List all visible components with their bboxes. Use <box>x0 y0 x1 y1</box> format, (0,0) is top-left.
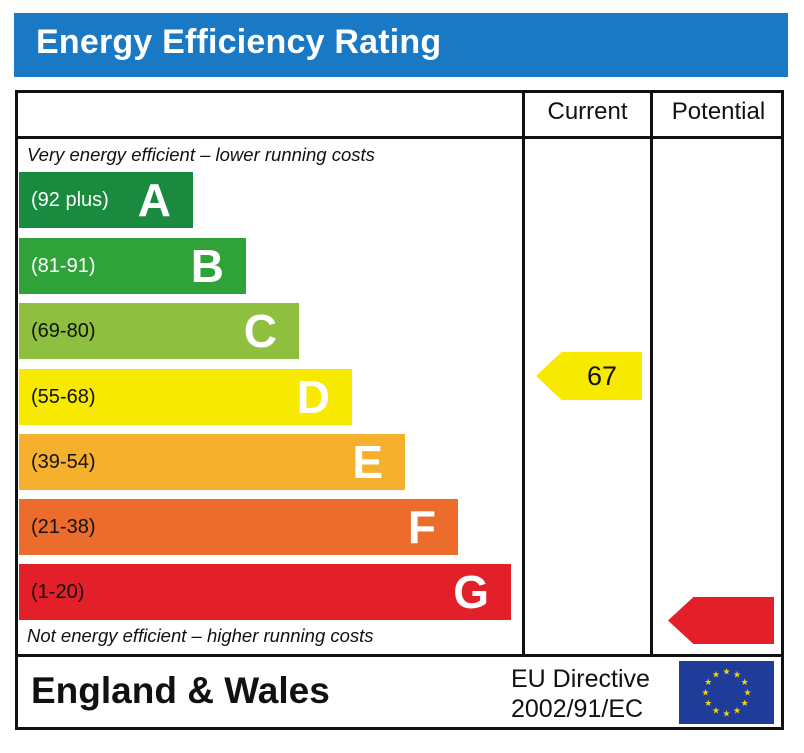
footer-rule <box>15 654 784 657</box>
rating-frame <box>15 90 784 730</box>
rating-band-a: (92 plus) A <box>19 172 193 228</box>
divider-potential <box>650 90 653 656</box>
directive-line-2: 2002/91/EC <box>511 695 644 723</box>
directive-line-1: EU Directive <box>511 665 650 693</box>
header-rule <box>15 136 784 139</box>
eu-star-icon: ★ <box>741 699 749 709</box>
band-letter: G <box>453 566 489 618</box>
caption-bottom: Not energy efficient – higher running co… <box>27 625 374 646</box>
rating-band-f: (21-38) F <box>19 499 458 555</box>
column-header-current: Current <box>547 98 628 125</box>
rating-band-g: (1-20) G <box>19 564 511 620</box>
eu-flag-icon: ★ ★★★★★★★★★★★ <box>679 661 774 724</box>
band-range-label: (39-54) <box>31 451 96 473</box>
potential-rating-arrow <box>668 597 774 644</box>
rating-band-b: (81-91) B <box>19 238 246 294</box>
eu-star-icon: ★ <box>712 670 720 680</box>
band-letter: B <box>190 240 224 292</box>
rating-band-e: (39-54) E <box>19 434 405 490</box>
band-letter: D <box>296 371 330 423</box>
title-bar: Energy Efficiency Rating <box>14 13 788 77</box>
band-range-label: (1-20) <box>31 581 85 603</box>
eu-star-icon: ★ <box>733 707 741 717</box>
region-label: England & Wales <box>31 670 330 711</box>
rating-band-d: (55-68) D <box>19 369 352 425</box>
chart-title: Energy Efficiency Rating <box>36 23 442 61</box>
eu-star-icon: ★ <box>704 678 712 688</box>
eu-star-icon: ★ <box>722 710 730 720</box>
eu-star-icon: ★ <box>704 699 712 709</box>
eu-star-icon: ★ <box>701 689 709 699</box>
eu-star-icon: ★ <box>722 668 730 678</box>
eu-star-icon: ★ <box>712 707 720 717</box>
band-letter: E <box>352 436 383 488</box>
caption-top: Very energy efficient – lower running co… <box>27 144 375 165</box>
band-range-label: (92 plus) <box>31 189 109 211</box>
column-header-potential: Potential <box>671 98 766 125</box>
eu-star-icon: ★ <box>743 689 751 699</box>
band-range-label: (55-68) <box>31 386 96 408</box>
divider-current <box>522 90 525 656</box>
band-letter: F <box>407 501 436 553</box>
band-range-label: (21-38) <box>31 516 96 538</box>
band-letter: C <box>243 305 277 357</box>
eu-star-icon: ★ <box>741 678 749 688</box>
rating-band-c: (69-80) C <box>19 303 299 359</box>
band-letter: A <box>137 174 171 226</box>
band-range-label: (81-91) <box>31 255 96 277</box>
band-range-label: (69-80) <box>31 320 96 342</box>
current-rating-value: 67 <box>586 361 618 391</box>
eu-star-icon: ★ <box>733 670 741 680</box>
current-rating-arrow: 67 <box>536 352 642 400</box>
